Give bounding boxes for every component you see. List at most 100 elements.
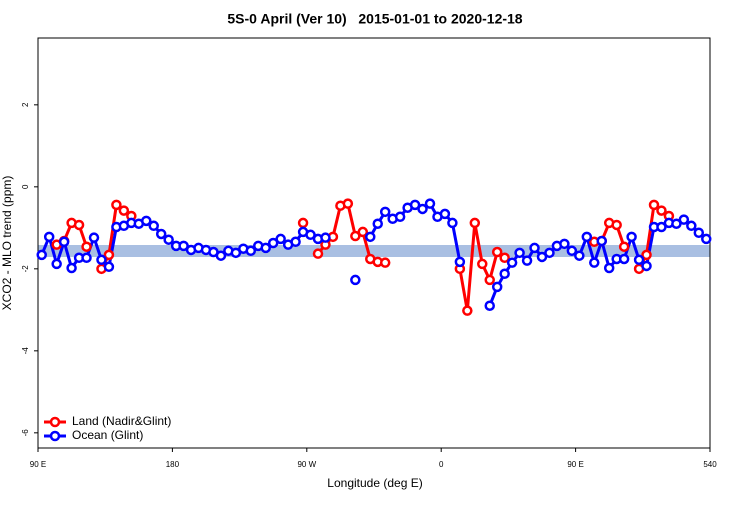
data-point: [529, 242, 540, 254]
data-point: [641, 249, 652, 261]
data-point: [320, 232, 331, 243]
data-point: [454, 256, 466, 268]
data-point: [141, 215, 152, 227]
plot-frame: [37, 37, 711, 449]
data-point: [305, 229, 316, 241]
data-point: [81, 241, 92, 252]
data-point: [633, 254, 645, 266]
data-point: [469, 217, 481, 229]
data-point: [701, 233, 712, 245]
y-tick-label: 2: [21, 102, 30, 107]
data-point: [350, 230, 361, 242]
data-point: [51, 258, 62, 270]
data-point: [447, 217, 458, 229]
data-point: [267, 237, 279, 249]
data-point: [559, 238, 570, 250]
x-tick-label: 90 E: [567, 460, 583, 469]
data-point: [357, 226, 369, 238]
x-tick-label: 90 E: [30, 460, 46, 469]
data-point: [372, 218, 383, 229]
x-tick-label: 540: [703, 460, 717, 469]
data-point: [514, 247, 525, 259]
y-tick-label: -6: [21, 429, 30, 437]
data-point: [394, 211, 406, 223]
data-point: [656, 205, 667, 216]
data-point: [43, 231, 55, 243]
data-point: [230, 247, 242, 259]
x-tick-label: 180: [166, 460, 180, 469]
data-point: [312, 248, 324, 259]
x-tick-label: 90 W: [297, 460, 316, 469]
legend-label: Ocean (Glint): [72, 428, 143, 442]
data-point: [566, 245, 578, 257]
data-point: [215, 250, 227, 261]
data-point: [506, 257, 518, 268]
data-point: [424, 198, 436, 209]
y-tick-label: 0: [21, 184, 30, 189]
data-point: [417, 203, 428, 215]
data-point: [671, 218, 682, 229]
data-point: [103, 261, 115, 273]
data-point: [297, 217, 309, 229]
data-point: [589, 257, 600, 268]
data-point: [462, 305, 473, 316]
data-point: [275, 233, 286, 245]
data-point: [178, 240, 189, 252]
data-point: [618, 253, 630, 265]
data-point: [678, 214, 690, 225]
data-point: [379, 206, 391, 218]
data-point: [521, 255, 533, 266]
legend-marker: [49, 416, 61, 428]
data-point: [342, 198, 354, 209]
data-point: [290, 236, 301, 248]
data-point: [66, 262, 77, 274]
data-point: [439, 208, 451, 220]
data-point: [484, 274, 495, 286]
data-point: [491, 281, 503, 293]
data-point: [111, 199, 122, 211]
data-point: [618, 241, 630, 252]
data-point: [148, 220, 159, 232]
data-point: [245, 245, 257, 257]
data-point: [379, 257, 391, 268]
y-tick-label: -2: [21, 265, 30, 273]
data-point: [574, 250, 585, 261]
data-point: [611, 219, 622, 231]
data-point: [81, 252, 92, 264]
reference-band: [38, 245, 710, 257]
data-point: [536, 251, 548, 263]
data-point: [103, 249, 115, 261]
x-tick-label: 0: [439, 460, 444, 469]
data-point: [96, 254, 107, 266]
data-point: [656, 221, 667, 233]
data-point: [58, 236, 70, 248]
data-point: [626, 231, 637, 243]
data-point: [477, 258, 488, 270]
data-point: [36, 249, 47, 261]
y-axis-label: XCO2 - MLO trend (ppm): [0, 176, 14, 311]
data-point: [350, 274, 361, 286]
data-point: [491, 246, 503, 258]
data-point: [365, 231, 376, 243]
data-point: [499, 252, 510, 264]
chart-title: 5S-0 April (Ver 10) 2015-01-01 to 2020-1…: [227, 11, 522, 27]
legend-label: Land (Nadir&Glint): [72, 414, 171, 428]
data-point: [260, 242, 271, 254]
data-point: [155, 228, 167, 240]
data-point: [693, 227, 705, 238]
data-point: [596, 235, 607, 247]
data-point: [581, 231, 593, 243]
data-point: [484, 300, 495, 311]
data-point: [409, 199, 421, 211]
data-point: [73, 219, 85, 231]
y-tick-label: -4: [21, 347, 30, 355]
data-point: [88, 232, 100, 243]
data-point: [118, 205, 130, 216]
data-point: [163, 234, 174, 245]
data-point: [648, 199, 660, 211]
x-axis-label: Longitude (deg E): [327, 476, 422, 490]
data-point: [686, 220, 697, 232]
data-point: [499, 268, 510, 279]
data-point: [641, 260, 652, 272]
